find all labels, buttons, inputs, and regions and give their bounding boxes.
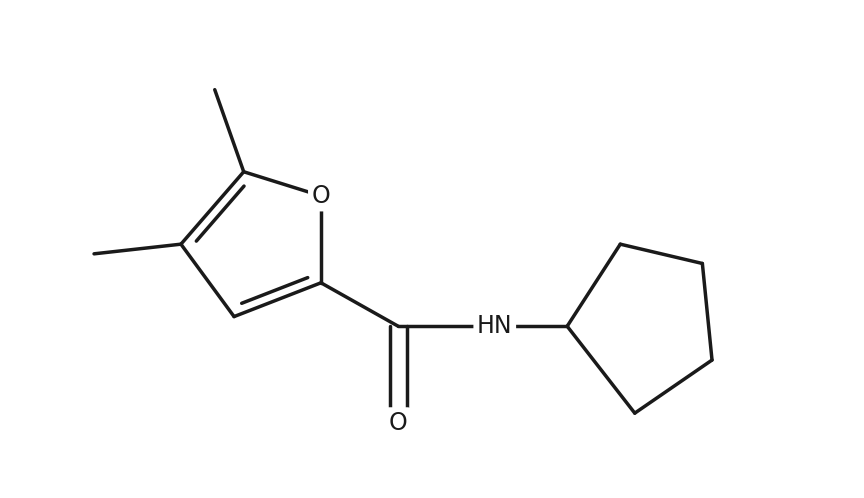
Text: O: O <box>312 184 330 208</box>
Text: O: O <box>389 411 408 435</box>
Text: HN: HN <box>477 314 512 338</box>
